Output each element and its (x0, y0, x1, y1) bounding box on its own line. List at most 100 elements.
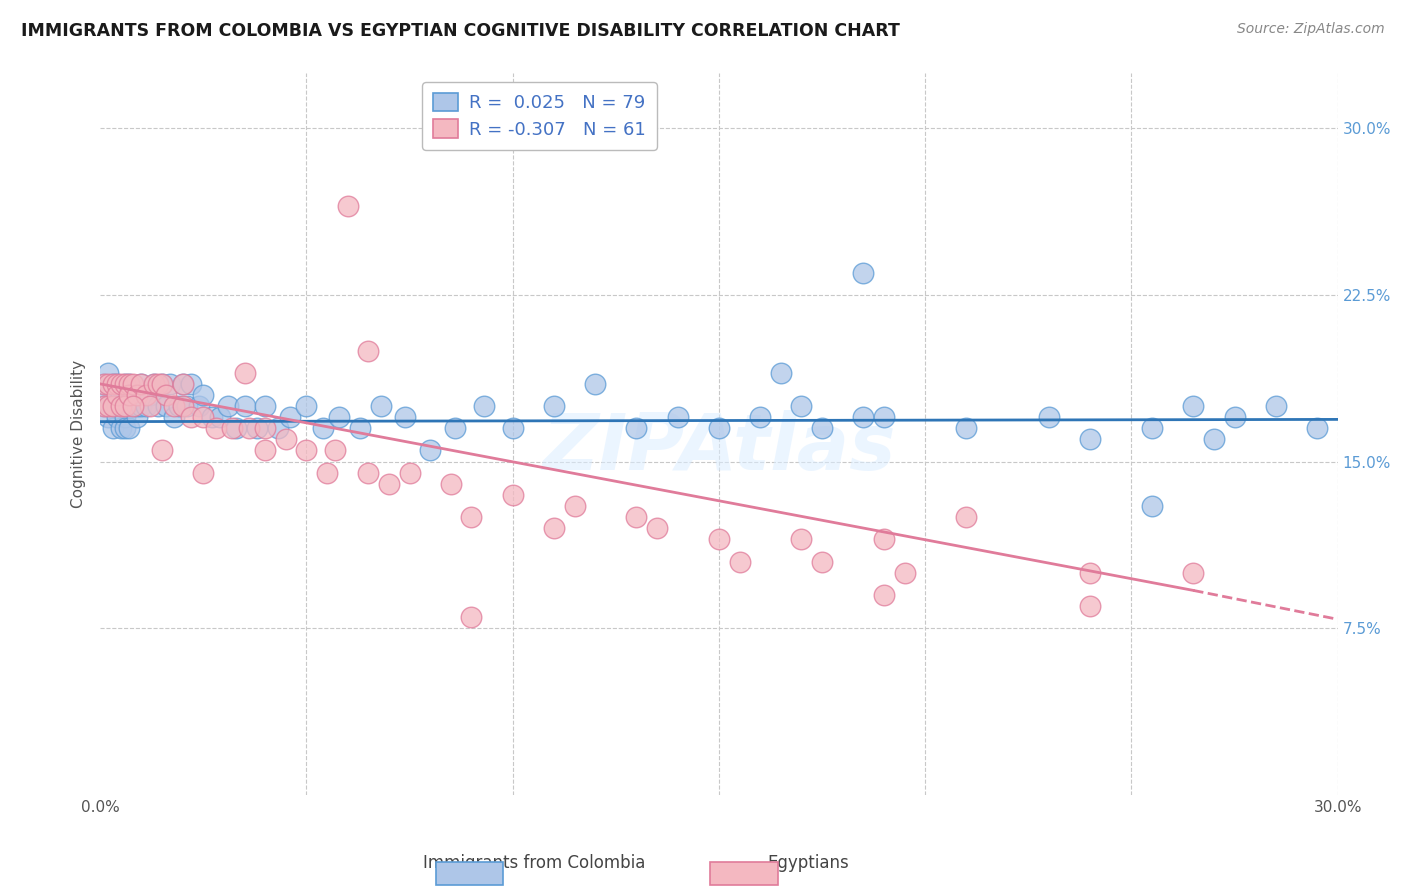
Y-axis label: Cognitive Disability: Cognitive Disability (72, 359, 86, 508)
Point (254, 443, 277, 458)
Point (134, 388, 156, 402)
Point (564, 499, 586, 513)
Point (138, 388, 160, 402)
Point (118, 421, 141, 435)
Point (176, 399, 198, 413)
Point (204, 421, 226, 435)
Point (118, 376, 141, 391)
Point (97, 388, 120, 402)
Point (93, 399, 115, 413)
Point (811, 555, 834, 569)
Point (460, 510, 482, 524)
Point (180, 376, 202, 391)
Point (1306, 421, 1329, 435)
Point (114, 376, 136, 391)
Point (167, 399, 190, 413)
Point (323, 443, 346, 458)
Point (159, 376, 181, 391)
Point (378, 476, 401, 491)
Point (707, 421, 730, 435)
Point (645, 521, 668, 535)
Point (460, 610, 482, 624)
Point (357, 343, 380, 358)
Point (118, 388, 141, 402)
Point (155, 388, 177, 402)
Point (666, 410, 689, 425)
Point (180, 410, 202, 425)
Point (852, 266, 875, 280)
Point (955, 421, 977, 435)
Point (225, 421, 247, 435)
Point (278, 410, 301, 425)
Point (150, 376, 173, 391)
Point (1078, 433, 1101, 447)
Point (811, 421, 834, 435)
Point (266, 421, 288, 435)
Point (444, 421, 467, 435)
Point (543, 399, 565, 413)
Text: Immigrants from Colombia: Immigrants from Colombia (423, 855, 645, 872)
Point (127, 399, 149, 413)
Point (150, 443, 173, 458)
Point (105, 376, 128, 391)
Point (122, 388, 145, 402)
Point (188, 399, 211, 413)
Point (193, 466, 215, 480)
Point (93, 376, 115, 391)
Point (336, 199, 359, 213)
Point (1038, 410, 1060, 425)
Point (193, 388, 215, 402)
Point (110, 376, 132, 391)
Point (172, 376, 194, 391)
Point (254, 421, 277, 435)
Point (472, 399, 495, 413)
Point (893, 566, 915, 580)
Point (221, 421, 243, 435)
Point (790, 399, 813, 413)
Point (146, 376, 169, 391)
Point (110, 388, 132, 402)
Point (233, 366, 256, 380)
Point (419, 443, 441, 458)
Point (852, 410, 875, 425)
Point (114, 410, 136, 425)
Point (1078, 566, 1101, 580)
Point (295, 443, 318, 458)
Point (163, 410, 186, 425)
Point (208, 410, 231, 425)
Point (134, 399, 156, 413)
Point (114, 399, 136, 413)
Point (370, 399, 392, 413)
Point (110, 399, 132, 413)
Point (238, 421, 260, 435)
Point (328, 410, 350, 425)
Point (728, 555, 751, 569)
Point (138, 399, 160, 413)
Point (172, 376, 194, 391)
Point (274, 433, 297, 447)
Point (1078, 599, 1101, 613)
Point (105, 399, 128, 413)
Point (101, 399, 124, 413)
Point (626, 510, 648, 524)
Point (127, 410, 149, 425)
Point (142, 376, 165, 391)
Point (193, 410, 215, 425)
Point (394, 410, 416, 425)
Point (312, 421, 335, 435)
Point (1223, 410, 1246, 425)
Point (440, 476, 463, 491)
Point (163, 399, 186, 413)
Point (233, 399, 256, 413)
Point (114, 421, 136, 435)
Point (97, 399, 120, 413)
Point (150, 376, 173, 391)
Point (502, 421, 524, 435)
Point (142, 376, 165, 391)
Point (131, 399, 153, 413)
Point (172, 399, 194, 413)
Point (707, 533, 730, 547)
Point (626, 421, 648, 435)
Point (105, 410, 128, 425)
Point (101, 421, 124, 435)
